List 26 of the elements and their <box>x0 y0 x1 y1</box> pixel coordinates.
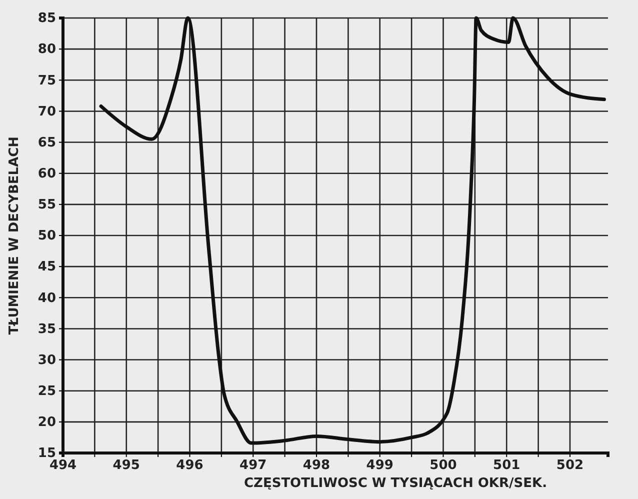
y-tick-label: 55 <box>38 198 56 213</box>
line-series <box>99 16 606 445</box>
y-tick-label: 75 <box>38 73 56 88</box>
x-tick-label: 501 <box>493 458 520 474</box>
y-tick-label: 65 <box>38 135 56 150</box>
x-tick-label: 497 <box>240 458 267 474</box>
x-tick-label: 502 <box>556 458 584 474</box>
y-tick-label: 45 <box>38 260 56 275</box>
y-tick-label: 60 <box>38 166 56 182</box>
y-tick-label: 50 <box>38 228 56 244</box>
y-tick-label: 25 <box>38 384 56 400</box>
y-axis-title: TŁUMIENIE W DECYBELACH <box>7 136 22 335</box>
x-tick-label: 498 <box>302 458 330 474</box>
y-tick-label: 85 <box>38 11 56 26</box>
x-axis-title: CZĘSTOTLIWOSC W TYSIĄCACH OKR/SEK. <box>244 476 548 491</box>
y-tick-label: 70 <box>38 104 56 120</box>
x-tick-label: 496 <box>176 458 204 474</box>
x-tick-label: 494 <box>49 458 77 474</box>
x-tick-label: 499 <box>366 458 394 474</box>
y-tick-label: 30 <box>38 352 56 368</box>
x-tick-label: 500 <box>430 458 457 474</box>
y-tick-label: 35 <box>38 322 56 337</box>
x-tick-label: 495 <box>112 458 140 474</box>
y-tick-label: 40 <box>38 290 56 306</box>
y-tick-label: 80 <box>38 42 56 58</box>
y-tick-label: 20 <box>38 415 56 430</box>
